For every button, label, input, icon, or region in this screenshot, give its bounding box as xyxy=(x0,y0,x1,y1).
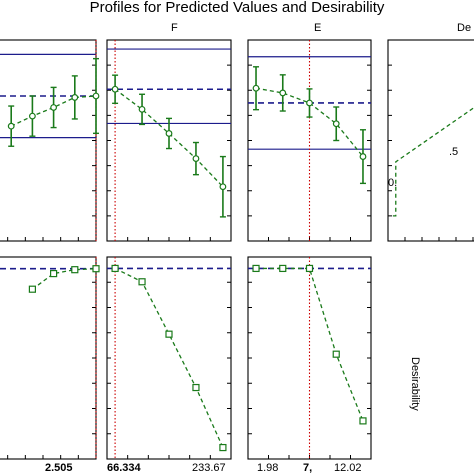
data-point xyxy=(219,443,227,452)
data-point xyxy=(332,350,340,358)
profile-line xyxy=(32,268,97,290)
profile-line xyxy=(10,95,97,127)
data-point xyxy=(306,99,313,107)
data-point xyxy=(92,92,100,100)
desirability-curve-frame xyxy=(387,39,474,242)
data-point xyxy=(7,122,15,130)
desirability-col1-frame xyxy=(0,256,97,460)
predicted-col3-frame xyxy=(247,39,372,242)
data-point xyxy=(29,112,36,120)
desirability-col2-panel xyxy=(106,256,232,460)
desirability-col2-frame xyxy=(106,256,232,460)
chart-title: Profiles for Predicted Values and Desira… xyxy=(89,0,385,16)
profile-line xyxy=(114,267,224,448)
data-point xyxy=(279,89,287,97)
panel-layer xyxy=(0,39,474,460)
desirability-col3-panel xyxy=(247,256,372,460)
desirability-tick-zero: 0. xyxy=(388,177,397,189)
predicted-col3-panel xyxy=(247,39,372,242)
profile-line xyxy=(114,88,224,188)
current-value-label-col3: 7, xyxy=(303,462,312,474)
profile-line xyxy=(392,106,474,217)
data-point xyxy=(49,269,58,278)
data-point xyxy=(138,105,146,113)
desirability-tick-half: .5 xyxy=(449,146,458,158)
desirability-axis-label: Desirability xyxy=(409,357,421,411)
data-point xyxy=(359,153,367,160)
column-label-de: De xyxy=(457,22,471,34)
data-point xyxy=(359,417,367,425)
data-point xyxy=(219,183,227,191)
tick-label-col3-min: 1.98 xyxy=(257,462,278,474)
data-point xyxy=(192,155,200,162)
data-point xyxy=(111,85,119,93)
data-point xyxy=(252,264,260,273)
data-point xyxy=(165,130,173,137)
data-point xyxy=(28,285,36,293)
data-point xyxy=(305,264,314,273)
data-point xyxy=(252,84,260,92)
column-label-e: E xyxy=(314,22,321,34)
data-point xyxy=(71,94,79,101)
data-point xyxy=(71,266,79,274)
current-value-label-col1: 2.505 xyxy=(45,462,73,474)
predicted-col1-panel xyxy=(0,39,100,242)
data-point xyxy=(138,278,146,286)
tick-label-col2-max: 233.67 xyxy=(192,462,226,474)
profile-line xyxy=(256,267,364,422)
predicted-col2-panel xyxy=(106,39,232,242)
current-value-label-col2: 66.334 xyxy=(107,462,142,474)
column-label-f: F xyxy=(171,22,178,34)
data-point xyxy=(332,120,340,128)
desirability-curve-panel xyxy=(387,39,474,242)
predicted-col1-frame xyxy=(0,39,97,242)
data-point xyxy=(192,383,200,392)
data-point xyxy=(165,330,173,338)
data-point xyxy=(111,264,119,273)
tick-label-col3-max: 12.02 xyxy=(334,462,362,474)
data-point xyxy=(92,265,100,273)
data-point xyxy=(279,264,287,273)
data-point xyxy=(50,104,57,111)
desirability-col1-panel xyxy=(0,256,100,460)
